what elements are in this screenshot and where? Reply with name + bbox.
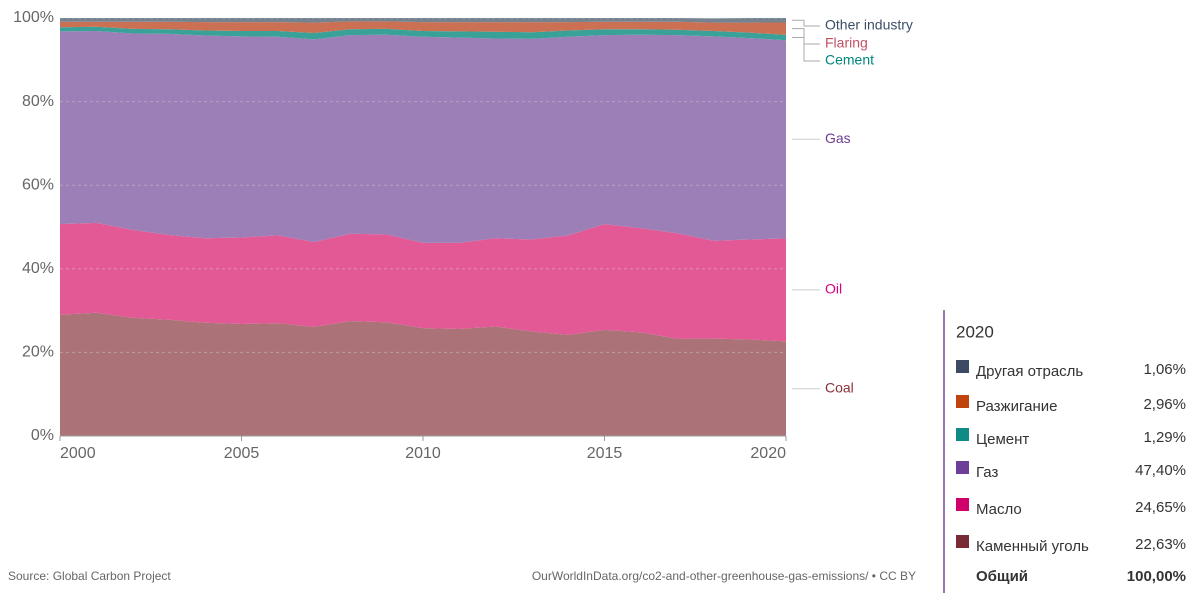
- source: Source: Global Carbon Project: [8, 569, 171, 583]
- legend-swatch: [956, 535, 969, 548]
- legend-swatch: [956, 360, 969, 373]
- y-tick-label: 80%: [22, 93, 54, 110]
- series-label: Other industry: [825, 17, 913, 33]
- legend-swatch: [956, 461, 969, 474]
- tooltip-row-value: 24,65%: [1135, 499, 1186, 516]
- tooltip-row-name: Газ: [976, 464, 998, 481]
- tooltip-total-name: Общий: [976, 568, 1028, 585]
- tooltip-box: [943, 310, 1189, 593]
- x-tick-label: 2005: [224, 445, 260, 462]
- series-label: Gas: [825, 130, 851, 146]
- y-tick-label: 100%: [13, 9, 54, 26]
- legend-swatch: [956, 395, 969, 408]
- tooltip-row-name: Каменный уголь: [976, 538, 1089, 555]
- legend-swatch: [956, 428, 969, 441]
- tooltip-row-name: Другая отрасль: [976, 363, 1083, 380]
- area: [60, 222, 786, 342]
- leader: [792, 37, 820, 62]
- tooltip-row-value: 47,40%: [1135, 462, 1186, 479]
- tooltip-title: 2020: [956, 322, 994, 341]
- leader: [792, 28, 820, 45]
- series-label: Oil: [825, 281, 842, 297]
- tooltip-row-value: 1,06%: [1143, 361, 1186, 378]
- area: [60, 18, 786, 23]
- tooltip-row-name: Масло: [976, 501, 1022, 518]
- y-tick-label: 20%: [22, 344, 54, 361]
- series-label: Coal: [825, 379, 854, 395]
- area: [60, 30, 786, 243]
- series-label: Cement: [825, 52, 874, 68]
- y-tick-label: 60%: [22, 176, 54, 193]
- y-tick-label: 40%: [22, 260, 54, 277]
- tooltip-row-value: 22,63%: [1135, 536, 1186, 553]
- x-tick-label: 2010: [405, 445, 441, 462]
- x-tick-label: 2020: [750, 445, 786, 462]
- area: [60, 312, 786, 436]
- x-tick-label: 2015: [587, 445, 623, 462]
- url: OurWorldInData.org/co2-and-other-greenho…: [532, 569, 916, 583]
- legend-swatch: [956, 498, 969, 511]
- series-label: Flaring: [825, 35, 868, 51]
- tooltip-row-name: Разжигание: [976, 398, 1057, 415]
- leader: [792, 19, 820, 27]
- tooltip-row-name: Цемент: [976, 431, 1029, 448]
- tooltip-total-value: 100,00%: [1127, 568, 1186, 585]
- area: [60, 21, 786, 35]
- y-tick-label: 0%: [31, 427, 54, 444]
- tooltip-row-value: 2,96%: [1143, 396, 1186, 413]
- x-tick-label: 2000: [60, 445, 96, 462]
- area: [60, 26, 786, 41]
- tooltip-row-value: 1,29%: [1143, 429, 1186, 446]
